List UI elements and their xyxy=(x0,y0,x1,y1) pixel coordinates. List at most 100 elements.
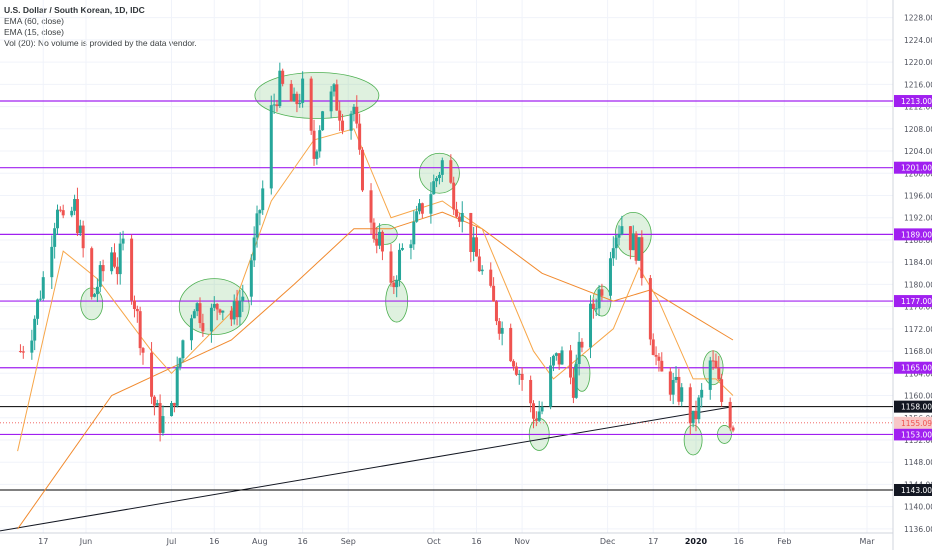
candle-body xyxy=(155,403,159,406)
time-tick-label: 16 xyxy=(209,537,219,546)
candle-body xyxy=(514,366,518,375)
candle-body xyxy=(437,174,441,178)
candle-body xyxy=(375,238,379,246)
level-badge-1201.00-bg xyxy=(894,161,932,174)
candle-body xyxy=(691,410,695,424)
time-tick-label: Mar xyxy=(859,537,875,546)
candle-body xyxy=(472,237,476,252)
time-tick-label: Aug xyxy=(252,537,268,546)
price-tick-label: 1220.00 xyxy=(904,58,932,67)
candle-body xyxy=(617,234,621,238)
candle-body xyxy=(349,113,353,131)
price-axis[interactable]: 1228.00 1224.00 1220.00 1216.00 1212.00 1208.… xyxy=(894,14,932,534)
candle-body xyxy=(608,258,612,296)
time-axis[interactable]: 17 Jun Jul 16 Aug 16 Sep Oct 16 Nov Dec 17 2020 16 Feb… xyxy=(38,537,875,546)
time-tick-label: 16 xyxy=(298,537,308,546)
candle-body xyxy=(138,311,142,349)
candle-body xyxy=(640,237,644,279)
candle-body xyxy=(95,286,99,295)
candle-body xyxy=(275,104,279,107)
candle-body xyxy=(249,260,253,297)
time-tick-label: Nov xyxy=(514,537,530,546)
level-badge-1177.00-bg xyxy=(894,295,932,308)
level-badge-1158.00-bg xyxy=(894,400,932,413)
level-badge-1153.00-bg xyxy=(894,428,932,441)
candle-body xyxy=(594,308,598,310)
candle-body xyxy=(355,106,359,124)
candle-body xyxy=(332,84,336,92)
candle-body xyxy=(281,70,285,84)
level-badge-1213.00-bg xyxy=(894,95,932,108)
candle-body xyxy=(460,212,464,222)
candle-body xyxy=(295,93,299,105)
trend-line xyxy=(0,406,734,532)
candle-body xyxy=(660,360,664,372)
candle-body xyxy=(178,358,182,367)
candle-body xyxy=(489,269,493,286)
level-badge-1143.00-bg xyxy=(894,483,932,496)
candle-body xyxy=(714,360,718,369)
candle-body xyxy=(711,360,715,362)
volume-legend[interactable]: Vol (20): No volume is provided by the d… xyxy=(4,38,197,48)
candle-body xyxy=(309,78,313,131)
candle-body xyxy=(574,364,578,398)
candle-body xyxy=(315,151,319,159)
candle-body xyxy=(400,247,404,250)
price-tick-label: 1208.00 xyxy=(904,125,932,134)
candle-body xyxy=(694,410,698,420)
candle-body xyxy=(38,298,42,300)
candle-body xyxy=(435,177,439,182)
candle-body xyxy=(648,278,652,340)
candle-body xyxy=(440,160,444,175)
price-tick-label: 1176.00 xyxy=(904,303,932,312)
candle-body xyxy=(392,282,396,288)
price-tick-label: 1200.00 xyxy=(904,169,932,178)
level-badge-1201.00: 1201.00 xyxy=(901,164,932,173)
price-tick-label: 1228.00 xyxy=(904,14,932,23)
candle-body xyxy=(221,310,225,313)
candle-body xyxy=(432,181,436,195)
last-price-badge: 1155.09 xyxy=(901,419,932,428)
candle-body xyxy=(455,209,459,217)
candle-body xyxy=(215,303,219,310)
candle-body xyxy=(537,411,541,421)
time-tick-label: 16 xyxy=(471,537,481,546)
candle-body xyxy=(218,309,222,313)
candle-body xyxy=(671,380,675,395)
candle-body xyxy=(571,377,575,398)
price-tick-label: 1148.00 xyxy=(904,458,932,467)
candle-body xyxy=(209,307,213,332)
candle-body xyxy=(429,194,433,214)
horizontal-levels[interactable] xyxy=(0,100,893,532)
candle-body xyxy=(720,379,724,402)
candle-body xyxy=(329,91,333,112)
candle-body xyxy=(75,199,79,234)
symbol-title[interactable]: U.S. Dollar / South Korean, 1D, IDC xyxy=(4,5,145,15)
price-tick-label: 1192.00 xyxy=(904,214,932,223)
ema15-legend[interactable]: EMA (15, close) xyxy=(4,27,64,37)
candle-body xyxy=(61,210,65,216)
time-tick-label: 2020 xyxy=(685,537,708,546)
price-tick-label: 1224.00 xyxy=(904,36,932,45)
candle-body xyxy=(580,341,584,348)
candle-body xyxy=(292,93,296,102)
ema60-legend[interactable]: EMA (60, close) xyxy=(4,16,64,26)
candle-body xyxy=(161,416,165,433)
candle-body xyxy=(113,252,117,267)
candle-body xyxy=(132,300,136,309)
candle-body xyxy=(170,403,174,417)
candle-body xyxy=(18,351,22,353)
candle-body xyxy=(611,248,615,259)
candle-body xyxy=(255,213,259,238)
candle-body xyxy=(409,244,413,248)
candle-body xyxy=(352,106,356,114)
candle-body xyxy=(258,210,262,214)
price-tick-label: 1136.00 xyxy=(904,525,932,534)
time-tick-label: Jun xyxy=(79,537,93,546)
price-tick-label: 1188.00 xyxy=(904,236,932,245)
time-tick-label: 17 xyxy=(38,537,48,546)
candle-body xyxy=(600,289,604,296)
candle-body xyxy=(110,252,114,272)
candle-body xyxy=(278,70,282,107)
